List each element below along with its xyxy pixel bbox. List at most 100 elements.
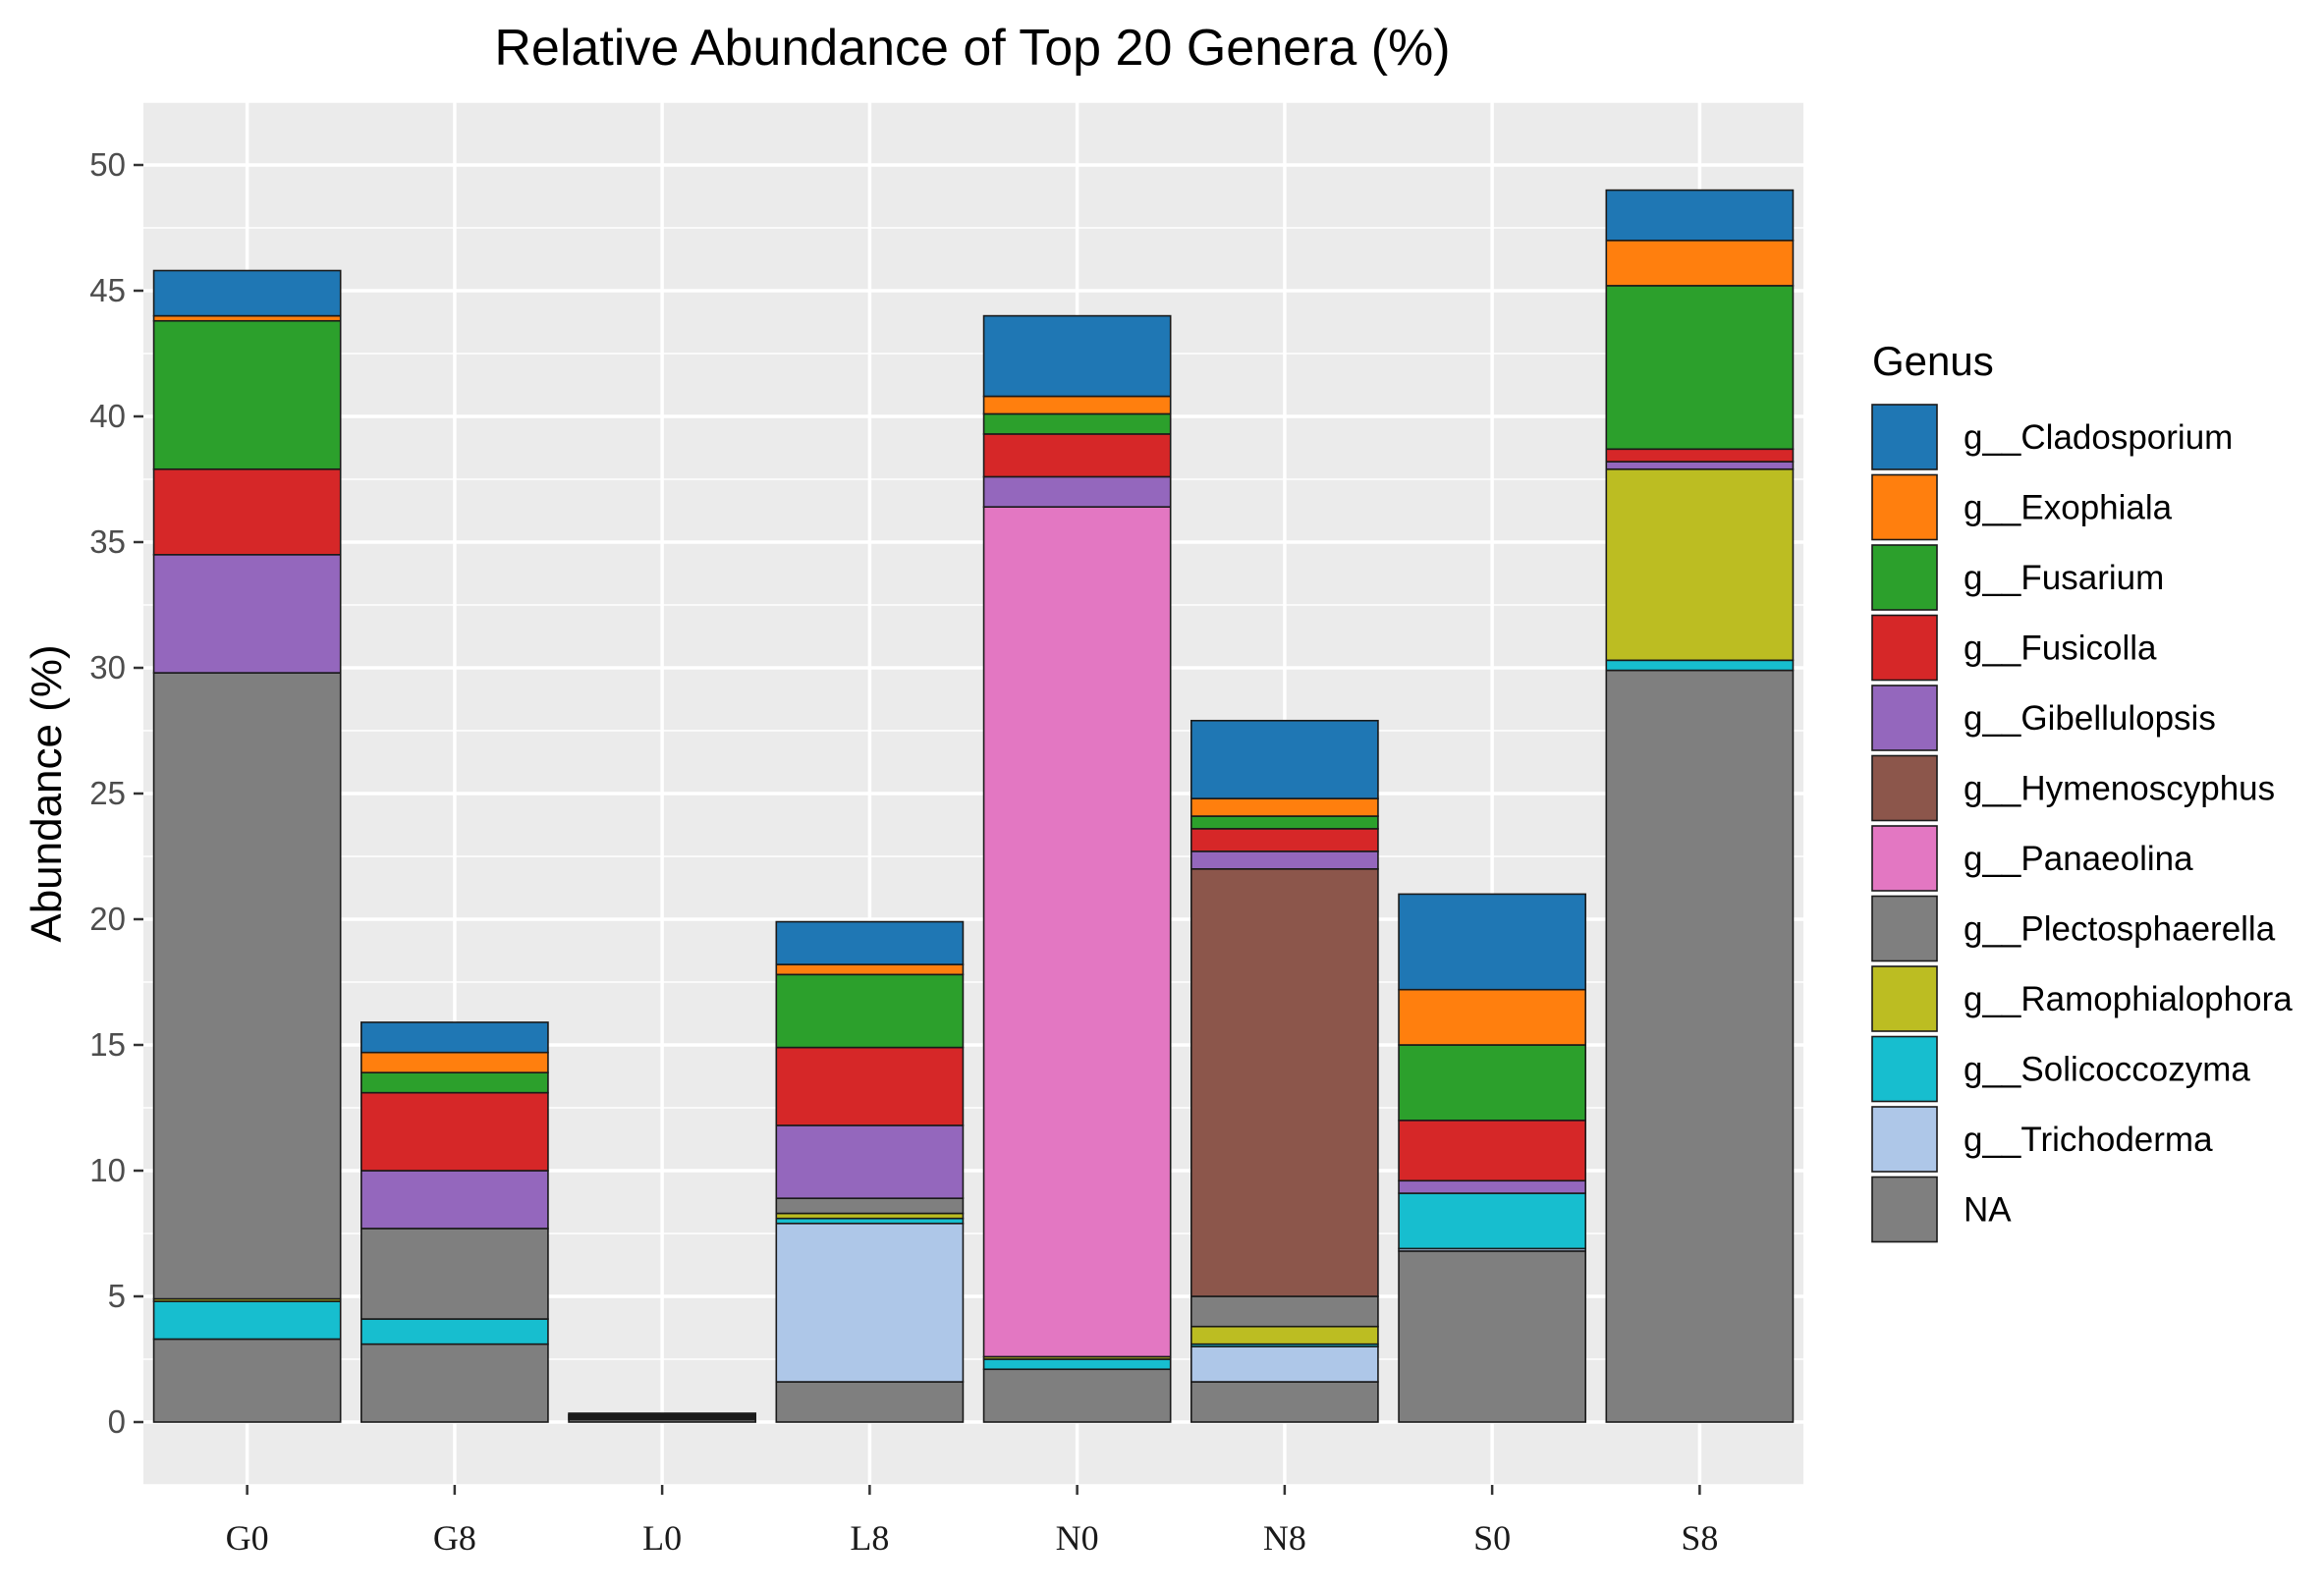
x-tick-label: N8: [1263, 1518, 1306, 1558]
bar-segment: [360, 1318, 549, 1345]
legend: Genus g__Cladosporium g__Exophiala g__Fusa…: [1871, 338, 2293, 1243]
bar-segment: [152, 553, 342, 674]
legend-label: g__Hymenoscyphus: [1964, 770, 2275, 808]
legend-swatch: [1871, 754, 1938, 822]
bar-segment: [1190, 719, 1379, 799]
legend-label: g__Ramophialophora: [1964, 980, 2293, 1018]
bar-segment: [1605, 240, 1795, 287]
bar-segment: [1190, 1295, 1379, 1328]
bar-segment: [775, 1197, 965, 1215]
bar-segment: [1190, 850, 1379, 870]
bar-stack-G8: [360, 1021, 549, 1423]
y-tick-label: 0: [108, 1403, 126, 1440]
bar-segment: [982, 412, 1172, 435]
legend-swatch: [1871, 895, 1938, 962]
bar-segment: [1605, 189, 1795, 242]
bar-segment: [1190, 1381, 1379, 1423]
legend-label: g__Fusicolla: [1964, 630, 2157, 668]
legend-item: g__Ramophialophora: [1871, 965, 2293, 1032]
y-axis-label: Abundance (%): [23, 644, 71, 942]
bar-segment: [982, 433, 1172, 478]
bar-segment: [1605, 467, 1795, 662]
bar-segment: [775, 1381, 965, 1423]
legend-item: g__Cladosporium: [1871, 404, 2233, 470]
bar-stack-N0: [982, 314, 1172, 1423]
bar-segment: [1190, 828, 1379, 852]
legend-label: g__Solicoccozyma: [1964, 1051, 2250, 1089]
y-tick-label: 45: [89, 272, 126, 308]
bar-segment: [1398, 1044, 1586, 1122]
bar-segment: [1398, 1120, 1586, 1182]
y-tick-label: 30: [89, 649, 126, 685]
bar-segment: [1605, 448, 1795, 463]
bar-segment: [1605, 669, 1795, 1423]
bar-segment: [152, 467, 342, 556]
bar-stack-L8: [775, 920, 965, 1423]
y-tick-label: 20: [89, 901, 126, 937]
legend-item: g__Fusarium: [1871, 544, 2164, 611]
x-axis: G0 G8 L0 L8 N0 N8 S0 S8: [226, 1485, 1718, 1558]
bar-segment: [1398, 1179, 1586, 1194]
bar-segment: [775, 963, 965, 976]
bar-segment: [360, 1228, 549, 1320]
legend-label: g__Panaeolina: [1964, 840, 2193, 878]
y-tick-label: 5: [108, 1278, 126, 1314]
bar-segment: [360, 1091, 549, 1172]
legend-swatch: [1871, 965, 1938, 1032]
bar-segment: [152, 269, 342, 317]
bar-segment: [1398, 1250, 1586, 1423]
bars: [152, 189, 1795, 1423]
bar-segment: [1190, 867, 1379, 1297]
legend-title: Genus: [1872, 338, 1994, 384]
legend-swatch: [1871, 825, 1938, 892]
bar-stack-L0: [568, 1412, 756, 1423]
x-tick-label: G8: [433, 1518, 476, 1558]
x-tick-label: G0: [226, 1518, 269, 1558]
bar-stack-N8: [1190, 719, 1379, 1423]
y-tick-label: 40: [89, 398, 126, 434]
x-tick-label: S0: [1473, 1518, 1511, 1558]
chart-title: Relative Abundance of Top 20 Genera (%): [494, 20, 1450, 77]
legend-item: g__Gibellulopsis: [1871, 685, 2216, 751]
y-tick-label: 25: [89, 775, 126, 811]
bar-segment: [775, 1046, 965, 1126]
legend-item: NA: [1871, 1176, 2012, 1243]
legend-item: g__Trichoderma: [1871, 1106, 2213, 1173]
bar-segment: [982, 314, 1172, 398]
x-tick-label: L8: [850, 1518, 889, 1558]
x-tick-label: L0: [642, 1518, 682, 1558]
legend-swatch: [1871, 1106, 1938, 1173]
bar-segment: [1190, 815, 1379, 830]
legend-label: g__Plectosphaerella: [1964, 910, 2276, 949]
bar-segment: [1398, 988, 1586, 1046]
legend-swatch: [1871, 685, 1938, 751]
legend-item: g__Fusicolla: [1871, 614, 2157, 682]
legend-item: g__Exophiala: [1871, 473, 2173, 541]
bar-segment: [360, 1051, 549, 1073]
bar-segment: [1605, 285, 1795, 451]
bar-segment: [1190, 1325, 1379, 1345]
legend-swatch: [1871, 614, 1938, 682]
legend-swatch: [1871, 544, 1938, 611]
bar-segment: [568, 1412, 756, 1416]
legend-item: g__Hymenoscyphus: [1871, 754, 2275, 822]
y-tick-label: 15: [89, 1026, 126, 1063]
bar-segment: [152, 319, 342, 470]
bar-segment: [360, 1170, 549, 1230]
bar-segment: [775, 920, 965, 965]
bar-segment: [360, 1071, 549, 1094]
bar-segment: [1605, 461, 1795, 470]
bar-segment: [982, 395, 1172, 415]
legend-swatch: [1871, 1176, 1938, 1243]
y-axis: 0 5 10 15 20 25 30 35 40 45 50: [89, 146, 143, 1440]
bar-segment: [152, 1338, 342, 1423]
bar-segment: [982, 506, 1172, 1358]
y-tick-label: 35: [89, 523, 126, 560]
bar-segment: [982, 475, 1172, 508]
x-tick-label: N0: [1056, 1518, 1099, 1558]
legend-swatch: [1871, 404, 1938, 470]
legend-item: g__Plectosphaerella: [1871, 895, 2276, 962]
legend-label: g__Cladosporium: [1964, 418, 2233, 457]
y-tick-label: 50: [89, 146, 126, 183]
